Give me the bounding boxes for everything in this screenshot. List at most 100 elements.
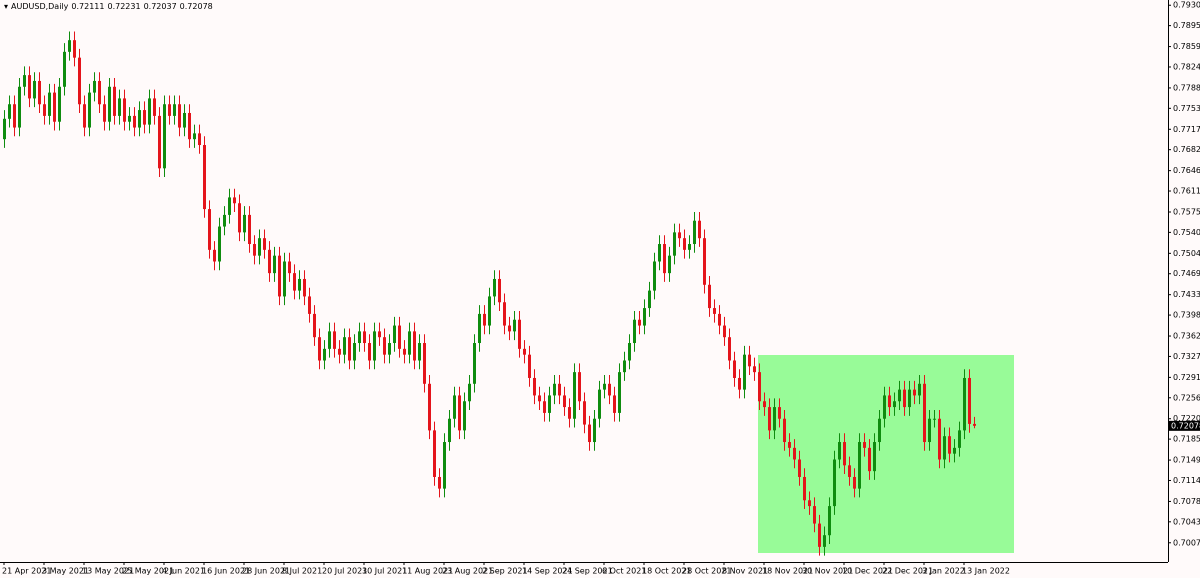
candle-body [663, 244, 666, 274]
x-tick-label: 10 Dec 2021 [842, 567, 893, 576]
candle-body [193, 133, 196, 140]
candle-body [123, 98, 126, 122]
candle-body [93, 80, 96, 93]
candle-body [668, 255, 671, 274]
candle-body [588, 424, 591, 443]
candle-body [743, 354, 746, 390]
candle-body [953, 447, 956, 454]
candle-body [803, 476, 806, 501]
candle-body [808, 500, 811, 507]
candle-body [768, 407, 771, 431]
candle-body [503, 302, 506, 326]
candle-body [853, 476, 856, 489]
candle-body [403, 348, 406, 355]
candle-body [713, 308, 716, 314]
symbol: AUDUSD,Daily [11, 2, 69, 11]
candle-body [423, 343, 426, 384]
candle-body [163, 104, 166, 169]
candle-body [843, 442, 846, 466]
candle-body [443, 442, 446, 489]
candle-body [408, 331, 411, 355]
candle-body [103, 104, 106, 122]
candle-body [858, 442, 861, 489]
candle-body [198, 133, 201, 146]
candle-body [348, 337, 351, 361]
x-tick-label: 8 Nov 2021 [722, 567, 768, 576]
candle-body [28, 75, 31, 99]
candle-body [568, 407, 571, 419]
candle-body [78, 57, 81, 105]
candle-body [268, 249, 271, 274]
candle-body [903, 389, 906, 408]
y-tick-label: 0.70070 [1173, 538, 1200, 547]
candle-body [943, 436, 946, 460]
x-tick-label: 20 Jul 2021 [322, 567, 367, 576]
candle-body [458, 395, 461, 431]
candle-body [523, 348, 526, 355]
candle-body [613, 395, 616, 413]
candle-body [343, 337, 346, 355]
candle-body [413, 331, 416, 361]
candle-body [218, 226, 221, 262]
x-tick-label: 24 Sep 2021 [562, 567, 613, 576]
candle-body [818, 523, 821, 547]
candle-body [153, 98, 156, 116]
price-label: 0.72078 [1171, 421, 1200, 430]
candle-body [583, 401, 586, 425]
candle-body [68, 40, 71, 52]
candle-body [228, 197, 231, 215]
candle-body [98, 80, 101, 105]
x-tick-label: 2 Sep 2021 [482, 567, 528, 576]
x-tick-label: 18 Nov 2021 [762, 567, 813, 576]
x-tick-label: 16 Jun 2021 [202, 567, 250, 576]
candle-body [753, 366, 756, 373]
x-tick-label: 3 Jan 2022 [922, 567, 965, 576]
candle-body [113, 86, 116, 116]
candle-body [38, 80, 41, 105]
candle-body [623, 360, 626, 373]
candle-body [848, 465, 851, 477]
x-tick-label: 13 May 2021 [82, 567, 134, 576]
x-tick-label: 23 Aug 2021 [442, 567, 493, 576]
candle-body [3, 118, 6, 140]
last-high: 0.72231 [107, 2, 141, 11]
candle-body [763, 401, 766, 408]
candle-body [883, 395, 886, 419]
candle-body [388, 343, 391, 355]
candle-body [138, 110, 141, 128]
price-label-box [1169, 420, 1200, 431]
candle-body [433, 430, 436, 477]
candle-body [483, 313, 486, 326]
candle-body [758, 372, 761, 402]
candle-body [693, 220, 696, 245]
candle-body [593, 418, 596, 443]
x-tick-label: 18 Oct 2021 [642, 567, 691, 576]
candle-body [898, 389, 901, 402]
candle-body [538, 395, 541, 402]
candle-body [873, 442, 876, 472]
candle-body [913, 389, 916, 396]
x-tick-label: 4 Jun 2021 [162, 567, 205, 576]
candle-body [368, 343, 371, 361]
candle-body [908, 389, 911, 408]
candle-body [783, 418, 786, 443]
candle-body [683, 238, 686, 250]
last-close: 0.72078 [179, 2, 213, 11]
menu-arrow[interactable]: ▾ [4, 2, 9, 11]
candle-body [133, 115, 136, 128]
x-tick-label: 8 Jul 2021 [282, 567, 322, 576]
candle-body [923, 383, 926, 443]
candle-body [233, 197, 236, 204]
candle-body [773, 407, 776, 431]
candle-body [73, 40, 76, 58]
candle-body [893, 401, 896, 408]
